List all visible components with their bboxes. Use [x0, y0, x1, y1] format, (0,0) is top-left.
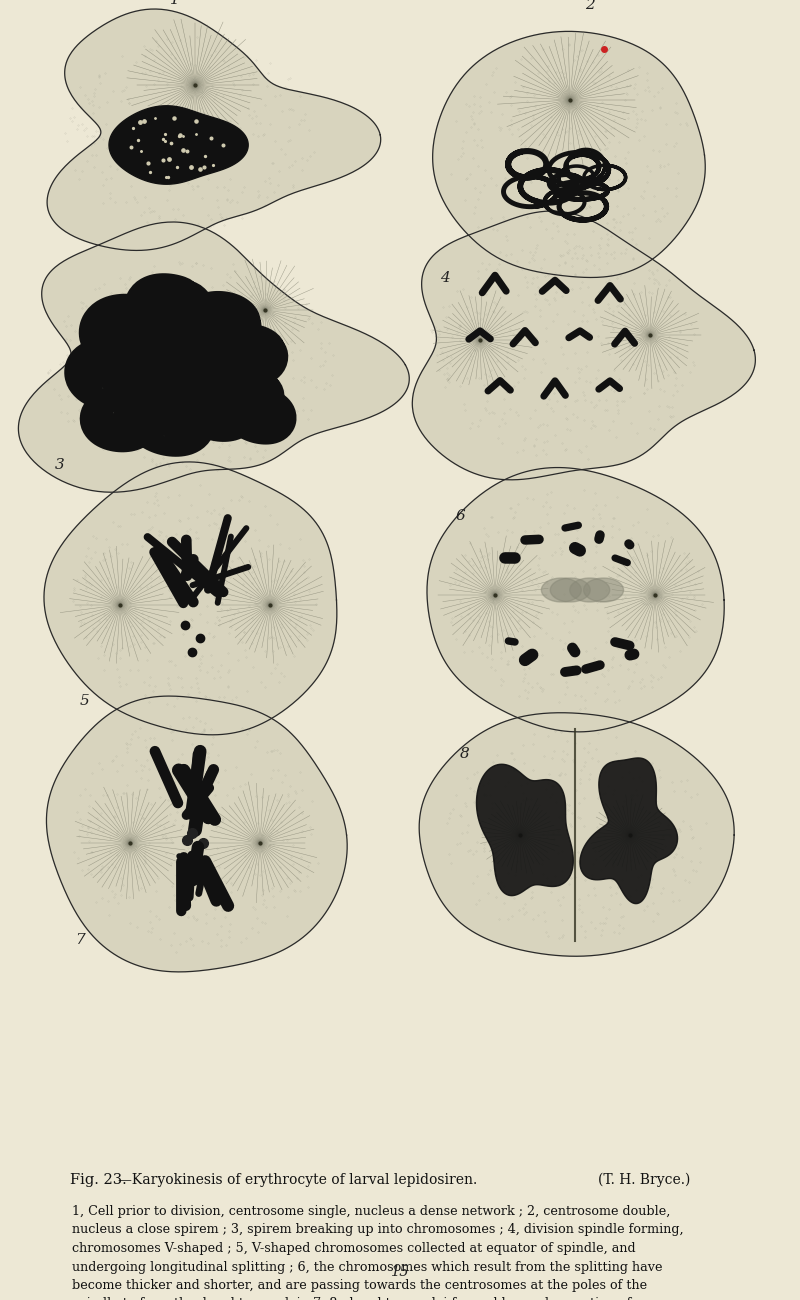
Text: (T. H. Bryce.): (T. H. Bryce.) [598, 1173, 690, 1187]
Text: 3: 3 [55, 458, 65, 472]
Polygon shape [412, 211, 755, 480]
Polygon shape [542, 578, 582, 602]
Polygon shape [46, 696, 347, 972]
Text: 5: 5 [80, 694, 90, 709]
Polygon shape [580, 758, 678, 904]
Polygon shape [18, 222, 410, 493]
Text: Fig. 23.: Fig. 23. [70, 1173, 126, 1187]
Polygon shape [477, 764, 574, 896]
Text: 1, Cell prior to division, centrosome single, nucleus a dense network ; 2, centr: 1, Cell prior to division, centrosome si… [72, 1205, 684, 1300]
Text: 1: 1 [170, 0, 180, 6]
Polygon shape [427, 468, 724, 732]
Text: —Karyokinesis of erythrocyte of larval lepidosiren.: —Karyokinesis of erythrocyte of larval l… [118, 1173, 478, 1187]
Text: 2: 2 [585, 0, 595, 12]
Text: 8: 8 [460, 746, 470, 760]
Polygon shape [44, 462, 337, 734]
Polygon shape [47, 9, 381, 251]
Polygon shape [550, 578, 590, 602]
Polygon shape [583, 578, 623, 602]
Polygon shape [109, 105, 248, 185]
Text: 15: 15 [390, 1265, 410, 1279]
Polygon shape [570, 578, 610, 602]
Polygon shape [419, 712, 734, 957]
Text: 7: 7 [75, 933, 85, 946]
Polygon shape [433, 31, 706, 277]
Text: 4: 4 [440, 272, 450, 286]
Text: 6: 6 [455, 508, 465, 523]
